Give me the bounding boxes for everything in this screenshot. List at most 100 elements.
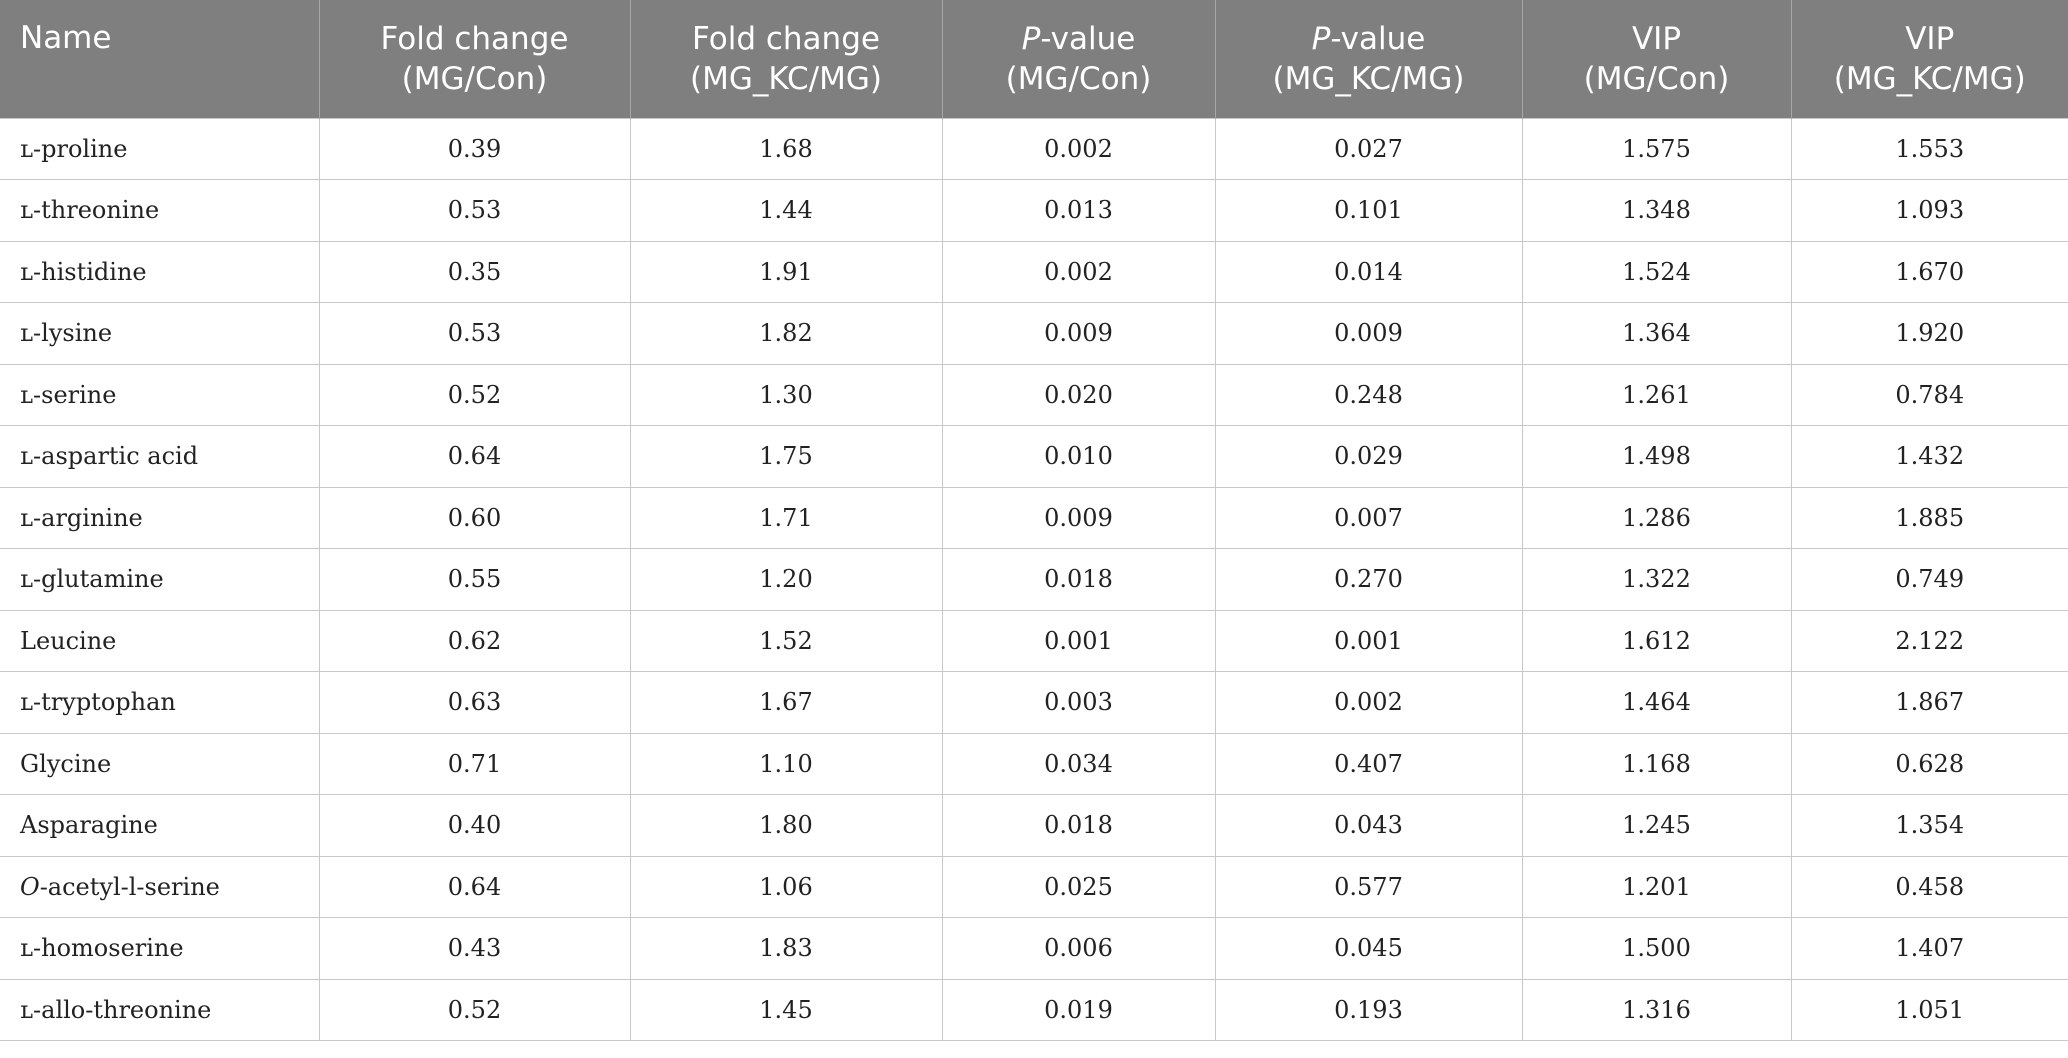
value-cell: 0.458 [1790, 855, 2068, 918]
value-cell: 0.009 [941, 302, 1216, 365]
value-cell: 1.30 [629, 363, 943, 426]
value-cell: 1.06 [629, 855, 943, 918]
value-cell: 1.464 [1521, 671, 1792, 734]
value-cell: 0.35 [318, 240, 631, 303]
value-cell: 0.71 [318, 732, 631, 795]
value-cell: 1.80 [629, 794, 943, 857]
header-text: VIP [1905, 20, 1955, 57]
name-cell: ʟ-proline [0, 117, 320, 180]
name-text: ʟ-arginine [20, 503, 143, 532]
value-cell: 0.006 [941, 917, 1216, 980]
value-cell: 0.002 [941, 240, 1216, 303]
value-cell: 1.67 [629, 671, 943, 734]
value-cell: 1.168 [1521, 732, 1792, 795]
header-row: Name Fold change (MG/Con) Fold change (MG_KC… [0, 0, 2068, 118]
table-row: Glycine 0.71 1.10 0.034 0.407 1.168 0.628 [0, 732, 2068, 795]
value-cell: 0.60 [318, 486, 631, 549]
value-cell: 0.39 [318, 117, 631, 180]
value-cell: 1.261 [1521, 363, 1792, 426]
value-cell: 0.043 [1214, 794, 1523, 857]
value-cell: 0.64 [318, 425, 631, 488]
value-cell: 0.029 [1214, 425, 1523, 488]
name-text: ʟ-serine [20, 380, 117, 409]
name-cell: ʟ-serine [0, 363, 320, 426]
name-italic: O [20, 872, 40, 901]
value-cell: 0.62 [318, 609, 631, 672]
value-cell: 0.270 [1214, 548, 1523, 611]
value-cell: 0.007 [1214, 486, 1523, 549]
header-text: (MG/Con) [1583, 60, 1730, 97]
value-cell: 0.002 [941, 117, 1216, 180]
name-cell: Leucine [0, 609, 320, 672]
name-cell: ʟ-lysine [0, 302, 320, 365]
value-cell: 0.628 [1790, 732, 2068, 795]
value-cell: 0.52 [318, 978, 631, 1041]
value-cell: 1.44 [629, 179, 943, 242]
value-cell: 0.001 [1214, 609, 1523, 672]
value-cell: 0.045 [1214, 917, 1523, 980]
header-text: Fold change [380, 20, 569, 57]
value-cell: 0.43 [318, 917, 631, 980]
header-italic: P [1021, 20, 1041, 57]
value-cell: 0.101 [1214, 179, 1523, 242]
table-row: Leucine 0.62 1.52 0.001 0.001 1.612 2.122 [0, 609, 2068, 672]
value-cell: 1.71 [629, 486, 943, 549]
name-text: Asparagine [20, 811, 158, 840]
value-cell: 1.524 [1521, 240, 1792, 303]
name-text: ʟ-proline [20, 134, 128, 163]
name-text: -acetyl-l-serine [39, 872, 220, 901]
name-text: ʟ-lysine [20, 319, 113, 348]
column-header: VIP (MG_KC/MG) [1790, 0, 2068, 118]
value-cell: 0.013 [941, 179, 1216, 242]
value-cell: 1.670 [1790, 240, 2068, 303]
value-cell: 0.749 [1790, 548, 2068, 611]
value-cell: 0.40 [318, 794, 631, 857]
value-cell: 1.051 [1790, 978, 2068, 1041]
header-text: -value [1040, 20, 1136, 57]
header-text: Name [20, 20, 112, 56]
value-cell: 1.500 [1521, 917, 1792, 980]
value-cell: 1.20 [629, 548, 943, 611]
value-cell: 1.612 [1521, 609, 1792, 672]
name-text: ʟ-allo-threonine [20, 995, 212, 1024]
table-row: ʟ-arginine 0.60 1.71 0.009 0.007 1.286 1.885 [0, 486, 2068, 549]
value-cell: 1.201 [1521, 855, 1792, 918]
value-cell: 0.034 [941, 732, 1216, 795]
table-row: ʟ-homoserine 0.43 1.83 0.006 0.045 1.500 1.407 [0, 917, 2068, 980]
value-cell: 0.009 [941, 486, 1216, 549]
name-cell: Asparagine [0, 794, 320, 857]
table-row: Asparagine 0.40 1.80 0.018 0.043 1.245 1.354 [0, 794, 2068, 857]
value-cell: 0.002 [1214, 671, 1523, 734]
name-cell: ʟ-homoserine [0, 917, 320, 980]
table-row: ʟ-tryptophan 0.63 1.67 0.003 0.002 1.464 1.867 [0, 671, 2068, 734]
column-header: Fold change (MG_KC/MG) [629, 0, 942, 118]
value-cell: 1.83 [629, 917, 943, 980]
value-cell: 1.575 [1521, 117, 1792, 180]
name-cell: ʟ-allo-threonine [0, 978, 320, 1041]
value-cell: 0.010 [941, 425, 1216, 488]
column-header: VIP (MG/Con) [1521, 0, 1791, 118]
value-cell: 0.018 [941, 794, 1216, 857]
name-text: ʟ-aspartic acid [20, 442, 199, 471]
value-cell: 1.432 [1790, 425, 2068, 488]
value-cell: 0.248 [1214, 363, 1523, 426]
value-cell: 1.093 [1790, 179, 2068, 242]
value-cell: 1.75 [629, 425, 943, 488]
name-text: ʟ-threonine [20, 196, 160, 225]
table-row: ʟ-proline 0.39 1.68 0.002 0.027 1.575 1.553 [0, 117, 2068, 180]
name-cell: ʟ-aspartic acid [0, 425, 320, 488]
value-cell: 1.920 [1790, 302, 2068, 365]
column-header: P-value (MG/Con) [941, 0, 1215, 118]
value-cell: 1.91 [629, 240, 943, 303]
value-cell: 1.867 [1790, 671, 2068, 734]
table-row: ʟ-serine 0.52 1.30 0.020 0.248 1.261 0.784 [0, 363, 2068, 426]
header-text: -value [1330, 20, 1426, 57]
table-row: O-acetyl-l-serine 0.64 1.06 0.025 0.577 1.201… [0, 855, 2068, 918]
value-cell: 1.68 [629, 117, 943, 180]
header-text: (MG_KC/MG) [1833, 60, 2026, 97]
value-cell: 1.553 [1790, 117, 2068, 180]
column-header: P-value (MG_KC/MG) [1214, 0, 1522, 118]
value-cell: 1.364 [1521, 302, 1792, 365]
